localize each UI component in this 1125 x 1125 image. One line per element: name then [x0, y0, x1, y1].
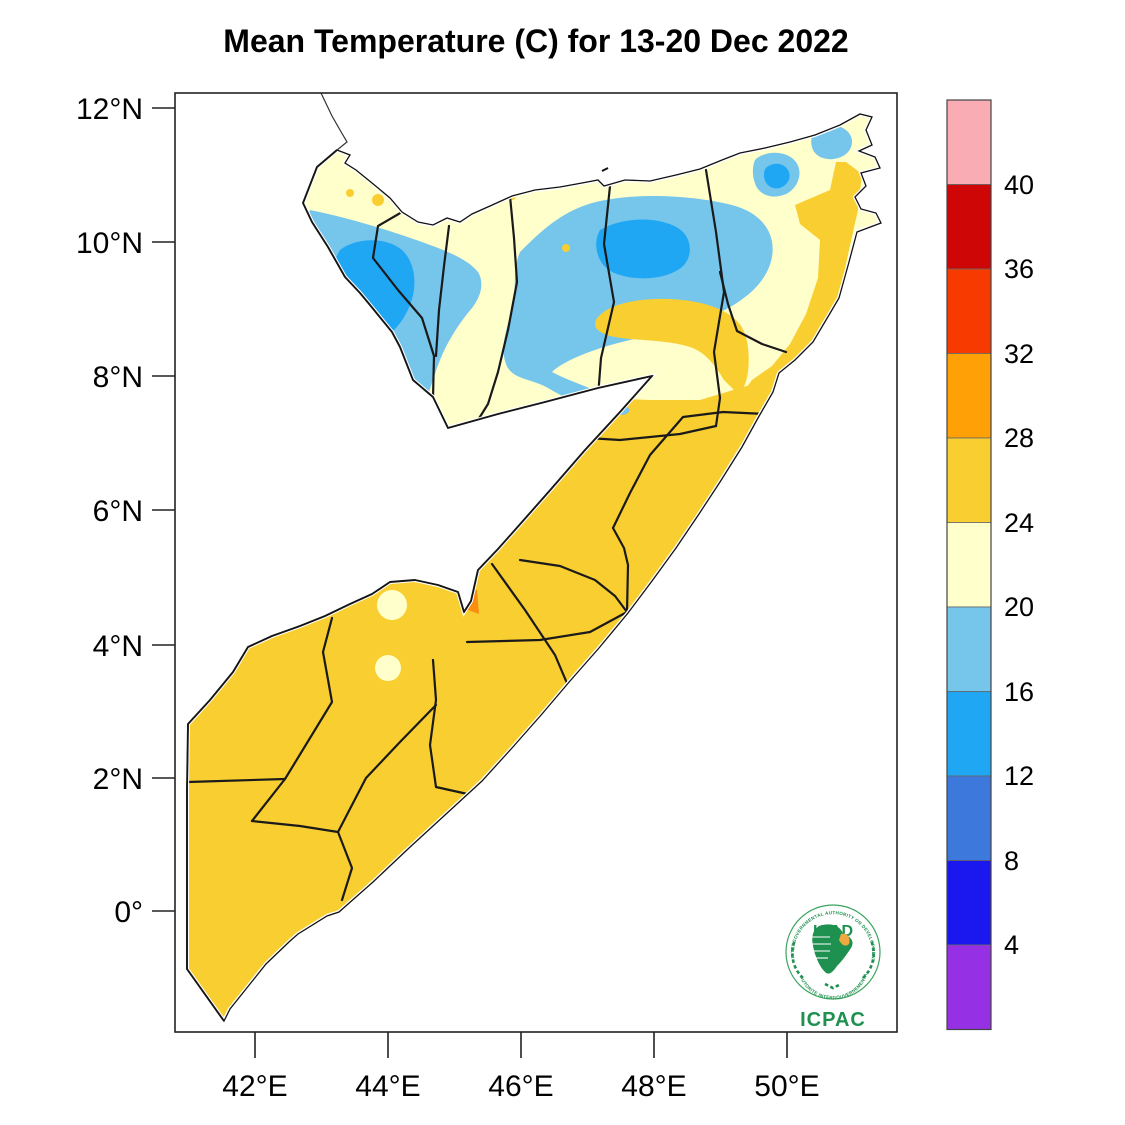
y-tick-6n: 6°N: [93, 495, 143, 528]
admin-boundaries: [187, 168, 788, 902]
island-mark: [601, 167, 609, 172]
y-tick-10n: 10°N: [76, 227, 143, 260]
y-axis: [152, 107, 175, 912]
temp-spot-coast-gold-3: [427, 211, 437, 221]
colorbar-bin-12-16: [946, 691, 992, 777]
y-axis-labels: 12°N 10°N 8°N 6°N 4°N 2°N 0°: [76, 93, 143, 929]
colorbar-bin-28-32: [946, 353, 992, 439]
temp-spot-cape-gold: [829, 114, 841, 123]
temp-spot-coast-gold-6: [562, 244, 570, 252]
djibouti-border-line: [320, 92, 348, 151]
x-tick-50e: 50°E: [754, 1070, 819, 1103]
colorbar-bin-below-4: [946, 944, 992, 1030]
logo-africa-hatch: [810, 936, 831, 959]
colorbar-label-20: 20: [1004, 592, 1034, 622]
temp-spot-coast-gold-4: [458, 208, 466, 216]
y-tick-2n: 2°N: [93, 763, 143, 796]
colorbar-outline: [946, 99, 992, 1031]
country-land-border: [186, 149, 653, 1022]
colorbar: [946, 99, 992, 1031]
x-tick-48e: 48°E: [621, 1070, 686, 1103]
colorbar-label-4: 4: [1004, 930, 1019, 960]
colorbar-bin-24-28: [946, 437, 992, 523]
x-axis: [254, 1032, 788, 1058]
temp-core-east-12-16: [596, 219, 690, 279]
y-tick-0: 0°: [114, 896, 143, 929]
x-axis-labels: 42°E 44°E 46°E 48°E 50°E: [222, 1070, 819, 1103]
temp-zone-east-coast-strip: [742, 162, 862, 394]
plot-frame: [174, 92, 898, 1033]
colorbar-bin-20-24: [946, 522, 992, 608]
y-tick-12n: 12°N: [76, 93, 143, 126]
logo-horn-icon: [839, 933, 850, 946]
chart-title: Mean Temperature (C) for 13-20 Dec 2022: [223, 23, 848, 59]
colorbar-bin-4-8: [946, 860, 992, 946]
colorbar-bin-16-20: [946, 606, 992, 692]
colorbar-label-32: 32: [1004, 339, 1034, 369]
colorbar-label-8: 8: [1004, 846, 1019, 876]
logo-icpac-text: ICPAC: [800, 1009, 866, 1031]
temp-spot-south-pale-2: [375, 655, 401, 681]
colorbar-label-36: 36: [1004, 254, 1034, 284]
colorbar-bin-36-40: [946, 184, 992, 270]
colorbar-bin-above-40: [946, 99, 992, 185]
y-tick-8n: 8°N: [93, 361, 143, 394]
colorbar-labels: 40 36 32 28 24 20 16 12 8 4: [1004, 170, 1034, 960]
colorbar-bin-32-36: [946, 268, 992, 354]
y-tick-4n: 4°N: [93, 630, 143, 663]
colorbar-label-28: 28: [1004, 423, 1034, 453]
x-tick-44e: 44°E: [355, 1070, 420, 1103]
temp-spot-coast-gold-1: [346, 189, 354, 197]
temp-spot-south-pale-1: [377, 590, 407, 620]
temp-zone-central-gold-hook: [595, 298, 749, 394]
colorbar-label-24: 24: [1004, 508, 1034, 538]
x-tick-42e: 42°E: [222, 1070, 287, 1103]
temp-core-ne-12-16: [764, 163, 790, 189]
logo-wreath-icon: [791, 939, 875, 990]
colorbar-label-12: 12: [1004, 761, 1034, 791]
colorbar-bin-8-12: [946, 775, 992, 861]
colorbar-label-40: 40: [1004, 170, 1034, 200]
temp-spot-coast-gold-2: [372, 194, 384, 206]
somalia-map: [185, 92, 884, 1025]
colorbar-label-16: 16: [1004, 677, 1034, 707]
x-tick-46e: 46°E: [488, 1070, 553, 1103]
